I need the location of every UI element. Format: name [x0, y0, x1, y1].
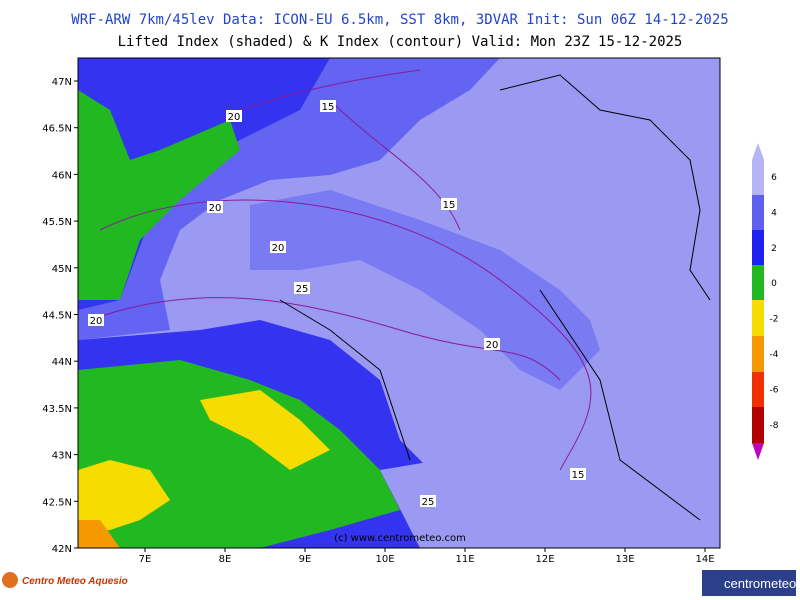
- contour-label: 20: [209, 203, 222, 214]
- contour-label-bg: [88, 314, 104, 326]
- contour-label-bg: [226, 110, 242, 122]
- lon-label: 10E: [375, 554, 394, 565]
- lat-label: 46.5N: [42, 124, 72, 135]
- logo-right: centrometeo: [724, 576, 796, 591]
- lat-label: 47N: [52, 77, 72, 88]
- contour-label-bg: [207, 201, 223, 213]
- lat-label: 45.5N: [42, 217, 72, 228]
- logo-left-icon: [2, 572, 18, 588]
- lon-label: 14E: [695, 554, 714, 565]
- colorbar-label: 6: [771, 173, 777, 183]
- lat-label: 46N: [52, 170, 72, 181]
- colorbar: [752, 143, 764, 460]
- contour-label-bg: [420, 495, 436, 507]
- lat-label: 43.5N: [42, 404, 72, 415]
- lat-label: 44.5N: [42, 311, 72, 322]
- lat-label: 45N: [52, 264, 72, 275]
- colorbar-label: 0: [771, 279, 777, 289]
- contour-label: 25: [296, 284, 309, 295]
- lon-label: 13E: [615, 554, 634, 565]
- contour-label-bg: [294, 282, 310, 294]
- contour-label: 25: [422, 497, 435, 508]
- lat-label: 44N: [52, 357, 72, 368]
- contour-label-bg: [320, 100, 336, 112]
- lon-label: 7E: [139, 554, 152, 565]
- subtitle: Lifted Index (shaded) & K Index (contour…: [118, 34, 683, 50]
- logo-left: Centro Meteo Aquesio: [22, 576, 128, 587]
- contour-label: 15: [443, 200, 456, 211]
- lon-label: 12E: [535, 554, 554, 565]
- lat-label: 42.5N: [42, 497, 72, 508]
- title: WRF-ARW 7km/45lev Data: ICON-EU 6.5km, S…: [71, 12, 728, 28]
- contour-label: 15: [572, 470, 585, 481]
- lon-label: 11E: [455, 554, 474, 565]
- colorbar-label: -6: [770, 385, 779, 395]
- colorbar-label: 4: [771, 208, 777, 218]
- lat-label: 43N: [52, 451, 72, 462]
- contour-label: 20: [228, 112, 241, 123]
- contour-label: 20: [272, 243, 285, 254]
- watermark: (c) www.centrometeo.com: [334, 533, 466, 544]
- colorbar-label: -8: [770, 421, 779, 431]
- map: [77, 57, 721, 549]
- lat-label: 42N: [52, 544, 72, 555]
- contour-label: 15: [322, 102, 335, 113]
- contour-label-bg: [441, 198, 457, 210]
- lon-label: 8E: [219, 554, 232, 565]
- lon-label: 9E: [299, 554, 312, 565]
- colorbar-label: -2: [770, 315, 779, 325]
- contour-label: 20: [486, 340, 499, 351]
- colorbar-label: 2: [771, 244, 777, 254]
- contour-label: 20: [90, 316, 103, 327]
- contour-label-bg: [484, 338, 500, 350]
- contour-label-bg: [570, 468, 586, 480]
- logo-right-bg: [702, 570, 796, 596]
- contour-label-bg: [270, 241, 286, 253]
- colorbar-label: -4: [770, 350, 779, 360]
